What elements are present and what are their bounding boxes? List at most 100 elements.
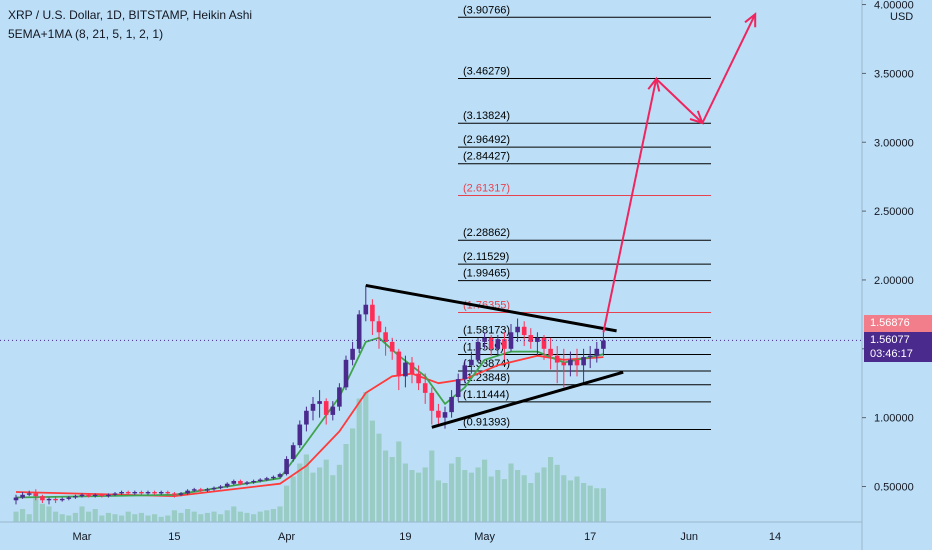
level-layer: (3.90766) (3.46279) (3.13824) (2.96492) (2.8… [458,4,711,431]
candle-body [125,492,131,494]
candle-body [396,351,402,377]
volume-bar [244,512,250,522]
volume-bar [257,511,263,522]
time-axis-label: Mar [73,531,92,543]
candle-body [422,383,428,393]
candle-body [601,340,606,349]
candle-body [20,494,25,498]
candle-body [231,480,237,484]
candle-body [561,362,567,366]
volume-bar [336,464,342,522]
volume-bar [363,392,369,522]
volume-bar [515,470,521,522]
volume-bar [488,476,494,522]
currency-label: USD [890,11,913,23]
candle-body [337,387,342,407]
price-axis-label: 3.50000 [874,68,914,80]
volume-bar [86,511,92,522]
volume-bar [528,483,534,522]
candle-body [73,496,78,498]
level-label: (1.58173) [463,325,510,337]
volume-bar [99,515,105,522]
volume-bar [105,512,111,522]
candle-body [277,474,283,477]
volume-bar [218,514,224,522]
time-axis-label: Jun [680,531,698,543]
candle-body [541,337,547,349]
candle-body [46,498,52,501]
volume-bar [290,476,296,522]
candle-body [40,496,45,501]
candle-body [370,304,375,322]
candle-body [218,486,223,488]
level-label: (2.28862) [463,227,510,239]
volume-bar [251,514,257,522]
volume-bar [66,515,72,522]
candle-body [257,479,263,481]
candle-body [449,396,454,413]
volume-bar [594,488,600,522]
volume-bar [455,457,461,522]
candle-body [297,424,303,446]
volume-bar [198,514,204,522]
price-axis-label: 1.00000 [874,413,914,425]
volume-bar [475,467,481,522]
candle-body [106,494,111,497]
volume-bar [270,509,276,522]
time-axis-label: 17 [584,531,596,543]
candle-body [86,494,91,497]
volume-bar [501,479,507,522]
candle-body [310,403,316,411]
price-tag-red: 1.56876 [864,315,932,332]
level-label: (2.11529) [463,251,509,263]
volume-bar [389,457,395,522]
volume-bar [53,511,59,522]
candle-body [119,492,124,494]
volume-bar [548,457,554,522]
chart-title: XRP / U.S. Dollar, 1D, BITSTAMP, Heikin … [8,8,253,22]
candle-layer [13,285,606,505]
candle-body [475,341,481,360]
volume-bar [39,503,45,522]
volume-bar [185,509,191,522]
volume-bar [317,467,323,522]
candle-body [535,337,540,342]
price-axis-label: 2.00000 [874,275,914,287]
triangle-trendline [365,283,617,333]
volume-bar [145,515,151,522]
ema-slow-line [15,354,604,497]
volume-bar [323,459,329,522]
candle-body [99,494,105,497]
volume-bar [284,485,290,522]
triangle-trendline [431,370,624,429]
volume-layer [13,392,606,522]
candle-body [568,359,573,366]
candle-body [508,332,514,349]
volume-bar [376,433,382,522]
volume-bar [165,515,171,522]
volume-bar [369,420,375,522]
volume-bar [178,512,184,522]
price-axis-label: 0.50000 [874,482,914,494]
candle-body [152,492,157,494]
candle-body [521,326,527,336]
volume-bar [429,450,435,522]
volume-bar [350,428,356,522]
candle-body [330,406,336,415]
volume-bar [600,488,606,522]
candle-body [409,362,415,374]
volume-bar [541,467,547,522]
candle-body [92,494,98,497]
candle-body [53,498,58,501]
candle-body [495,339,501,349]
candle-body [205,489,210,491]
volume-bar [534,472,540,522]
candle-body [528,335,534,342]
time-axis-label: Apr [278,531,295,543]
price-axis: 0.500001.000001.500002.000002.500003.000… [861,0,914,550]
volume-bar [92,509,98,522]
candle-body [112,493,118,495]
candle-body [264,478,270,480]
